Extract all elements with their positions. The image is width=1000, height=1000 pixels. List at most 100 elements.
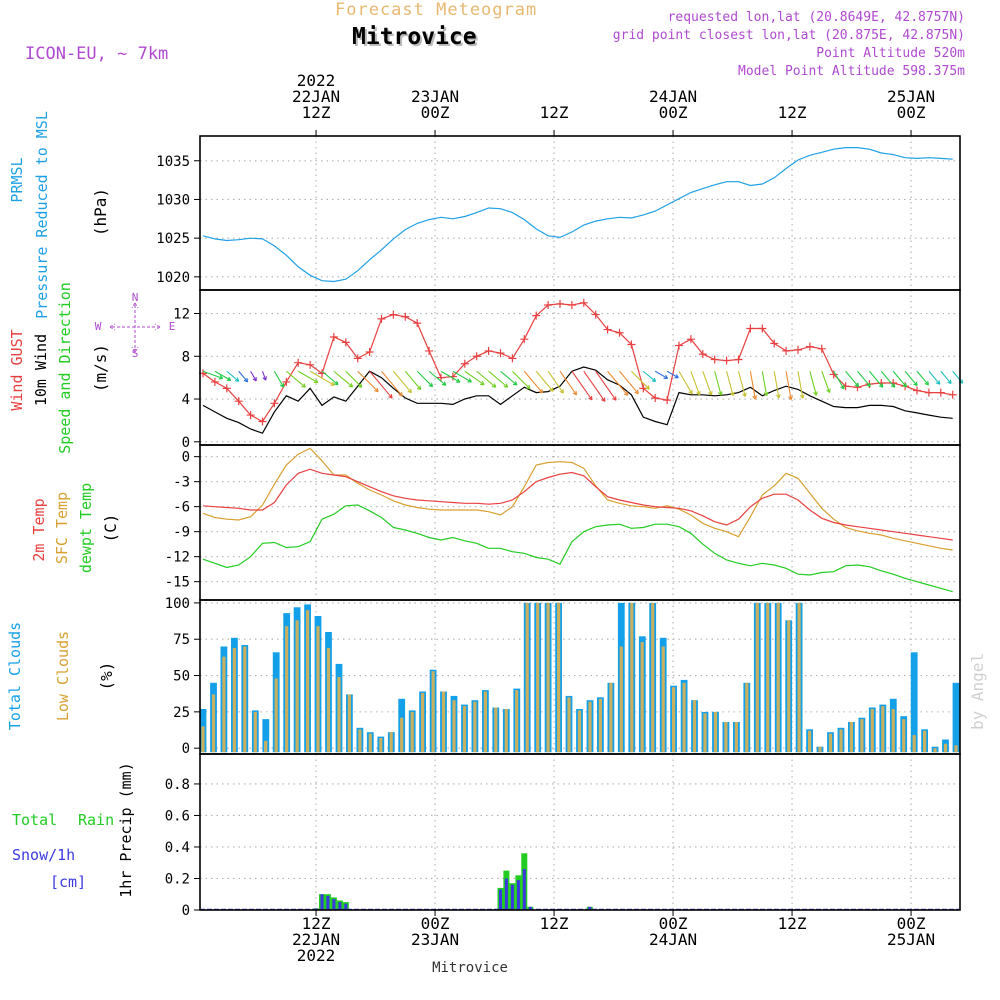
low-cloud-bar-36 (577, 710, 582, 753)
sfc-temp-line (202, 447, 953, 551)
wind-arrow-36 (631, 370, 650, 390)
gust-line-marker-31 (567, 300, 576, 309)
low-cloud-bar-9 (295, 620, 299, 753)
wind-arrow-38 (654, 370, 669, 379)
point-altitude: Point Altitude 520m (816, 46, 965, 61)
low-cloud-bar-64 (870, 709, 874, 753)
low-cloud-bar-57 (797, 602, 801, 753)
wind-arrow-10 (321, 370, 339, 386)
time-top-label-1-0: 23JAN (411, 87, 459, 106)
wind-arrow-46 (749, 371, 758, 400)
gust-line-marker-24 (484, 346, 493, 355)
time-bottom-label-0-1: 22JAN (292, 930, 340, 949)
wind-arrow-53 (833, 370, 845, 390)
gust-line-marker-25 (496, 349, 505, 358)
gust-line-marker-6 (270, 399, 279, 408)
wind-arrow-26 (512, 370, 531, 390)
low-cloud-bar-28 (494, 707, 498, 753)
time-bottom-label-0-2: 2022 (297, 946, 336, 965)
low-cloud-bar-72 (954, 745, 958, 753)
compass-n: N (132, 291, 139, 304)
temp-ylabel-0: 2m Temp (30, 498, 48, 561)
precip-legend-cm: [cm] (50, 873, 86, 891)
wind-arrow-13 (357, 370, 379, 393)
wind-arrow-31 (571, 370, 593, 401)
low-cloud-bar-63 (860, 719, 864, 753)
pressure-ytick-label-2: 1030 (156, 192, 190, 208)
snow-bar-35 (522, 869, 526, 910)
low-cloud-bar-45 (672, 687, 676, 753)
wind-arrow-48 (773, 371, 781, 399)
gust-line-marker-1 (210, 377, 219, 386)
gust-line-marker-48 (770, 339, 779, 348)
wind-ytick-label-0: 0 (182, 435, 190, 451)
precip-panel-frame (199, 753, 961, 911)
compass-s: S (132, 347, 139, 360)
low-cloud-bar-7 (274, 678, 278, 753)
low-cloud-bar-1 (211, 694, 216, 753)
low-cloud-bar-21 (421, 693, 425, 753)
wind-ytick-label-1: 4 (182, 392, 190, 408)
wind-arrow-17 (404, 370, 422, 391)
wind-arrow-6 (273, 370, 285, 388)
time-bottom-label-5-0: 00Z (897, 914, 926, 933)
low-cloud-bar-15 (358, 729, 362, 753)
gust-line-marker-23 (472, 352, 481, 361)
gust-line-marker-36 (627, 340, 636, 349)
gust-line-marker-26 (508, 354, 517, 363)
super-title: Forecast Meteogram (335, 0, 538, 20)
time-top-label-0-2: 12Z (302, 103, 331, 122)
temp-unit: (C) (101, 514, 120, 543)
total-cloud-bar-72 (952, 682, 960, 753)
low-cloud-bar-24 (452, 700, 456, 753)
low-cloud-bar-67 (902, 719, 906, 753)
wind-arrow-23 (476, 370, 497, 388)
wind-arrow-50 (797, 371, 805, 399)
compass-e: E (169, 320, 176, 333)
wind-arrow-37 (642, 370, 657, 383)
low-cloud-bar-46 (682, 682, 686, 753)
gust-line-marker-46 (746, 324, 755, 333)
low-cloud-bar-35 (567, 697, 571, 753)
time-top-label-4-0: 12Z (778, 103, 807, 122)
low-cloud-bar-6 (264, 740, 268, 753)
precip-ytick-label-0: 0 (182, 903, 190, 919)
low-cloud-bar-41 (630, 602, 634, 753)
gust-line-marker-3 (234, 397, 243, 406)
wind-arrow-18 (416, 370, 434, 388)
temperature-ytick-label-2: -9 (173, 525, 190, 541)
low-cloud-bar-56 (787, 620, 791, 753)
time-top-label-5-1: 00Z (897, 103, 926, 122)
wind-arrow-54 (845, 370, 860, 388)
precip-ytick-label-4: 0.8 (165, 777, 190, 793)
time-top-label-3-0: 24JAN (649, 87, 697, 106)
precip-ytick-label-3: 0.6 (165, 808, 190, 824)
clouds-ytick-label-4: 100 (165, 596, 190, 612)
wind-arrow-9 (309, 370, 335, 386)
time-bottom-label-0-0: 12Z (302, 914, 331, 933)
low-cloud-bar-61 (839, 729, 843, 753)
pressure-panel-frame (199, 135, 961, 291)
requested-coords: requested lon,lat (20.8649E, 42.8757N) (667, 10, 965, 25)
compass-rose (109, 302, 161, 353)
low-cloud-bar-71 (943, 743, 948, 753)
wind-line (202, 366, 953, 434)
wind-arrow-49 (785, 371, 793, 401)
gust-line-marker-14 (365, 348, 374, 356)
low-cloud-bar-69 (923, 730, 927, 753)
low-cloud-bar-18 (389, 732, 393, 753)
gust-line-marker-16 (389, 310, 398, 319)
wind-ytick-label-2: 8 (182, 349, 190, 365)
gust-line-marker-61 (924, 388, 933, 397)
time-bottom-label-2-0: 12Z (540, 914, 569, 933)
pressure-line (202, 147, 953, 283)
temperature-ytick-label-3: -6 (173, 500, 190, 516)
wind-arrow-43 (714, 371, 723, 396)
wind-arrow-55 (857, 370, 871, 388)
gust-line-marker-12 (341, 338, 350, 347)
gust-line-marker-49 (782, 346, 791, 355)
time-top-label-1-1: 00Z (421, 103, 450, 122)
low-cloud-bar-5 (253, 711, 257, 753)
gust-line-marker-13 (353, 354, 362, 363)
